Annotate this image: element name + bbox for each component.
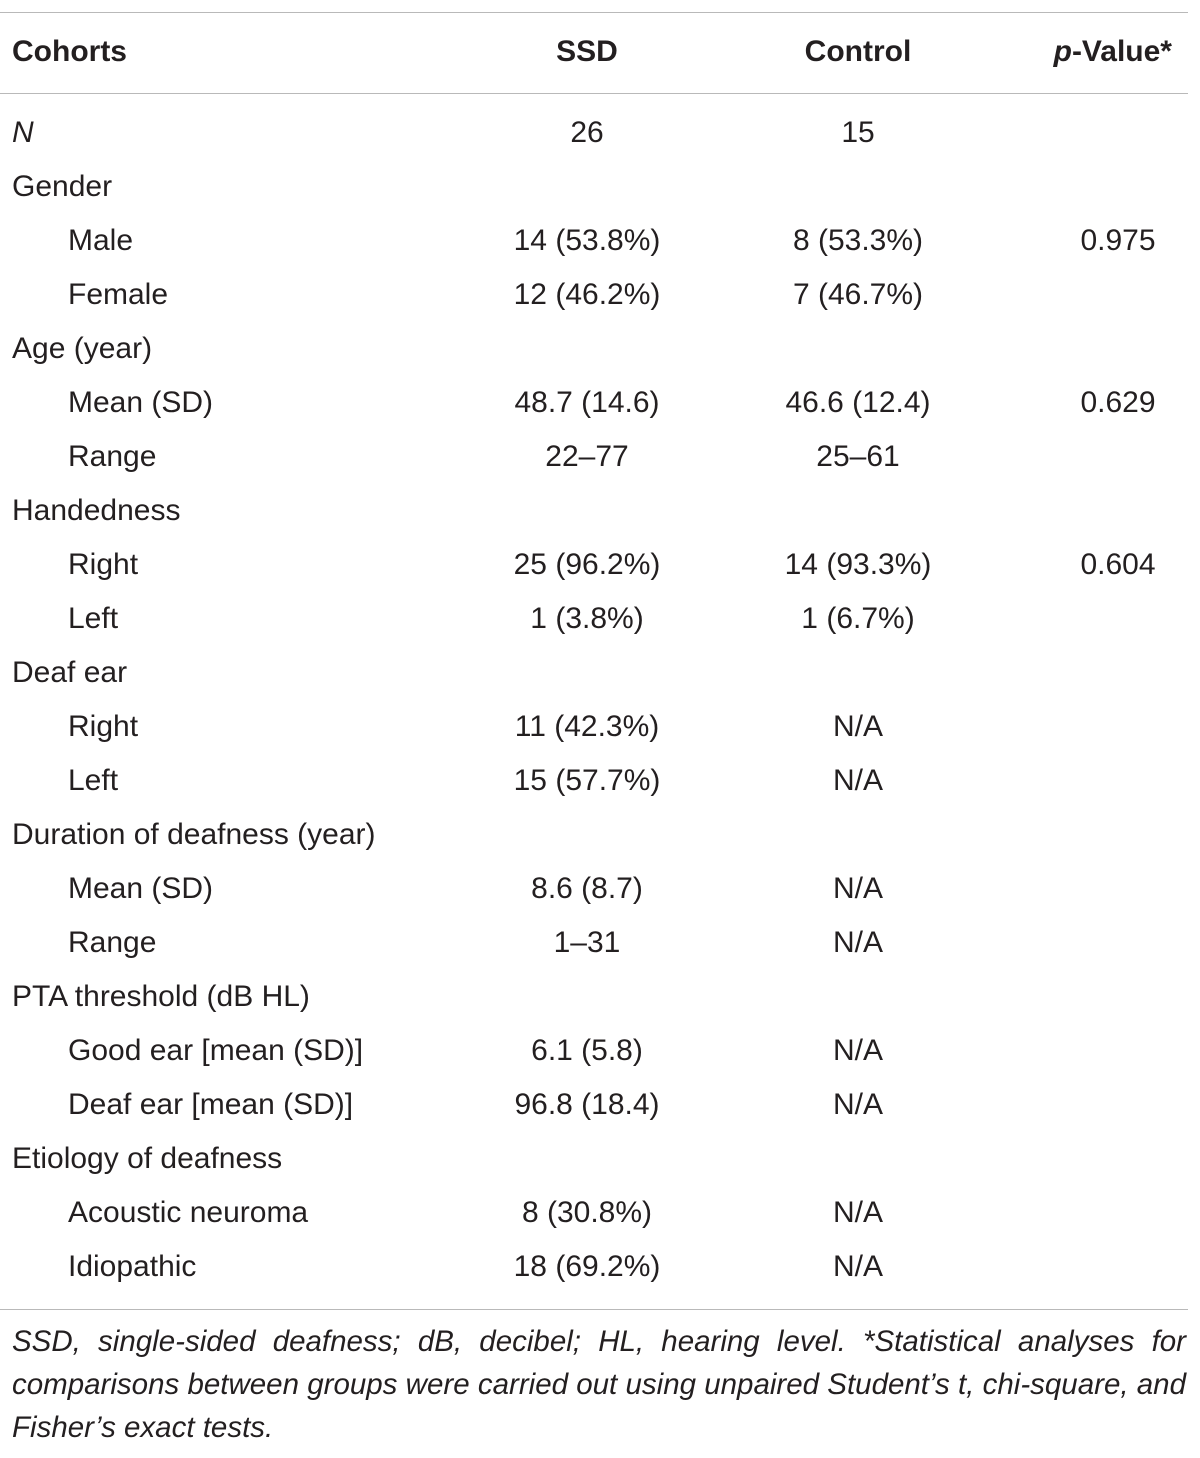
cell-value: 1 (3.8%) [530,602,644,635]
cell-value: 1 (6.7%) [801,602,915,635]
cell-value: 25 (96.2%) [513,548,661,581]
cell-value: 14 (93.3%) [784,548,932,581]
cell-value: 25–61 [816,440,900,473]
top-rule [0,12,1188,13]
cell-value: N/A [832,710,884,743]
cell-value: 96.8 (18.4) [514,1088,660,1121]
sub-row-label: Idiopathic [68,1250,197,1283]
cell-value: 48.7 (14.6) [514,386,660,419]
sub-row-label: Left [68,764,119,797]
sub-row-label: Acoustic neuroma [68,1196,309,1229]
cell-value: N/A [832,1250,884,1283]
sub-row-label: Male [68,224,134,257]
column-header: p-Value* [1054,25,1172,79]
header-rule [0,93,1188,94]
p-value-header-text: p-Value* [1053,35,1172,68]
cell-value: 14 (53.8%) [513,224,661,257]
sub-row-label: Mean (SD) [68,386,214,419]
sub-row-label: Right [68,548,139,581]
cell-value: N/A [832,764,884,797]
cell-value: 1–31 [553,926,621,959]
cell-value: N/A [832,872,884,905]
sub-row-label: Range [68,440,157,473]
cell-value: 0.604 [1080,548,1156,581]
sub-row-label: Good ear [mean (SD)] [68,1034,364,1067]
column-header: SSD [556,35,618,68]
sub-row-label: Deaf ear [mean (SD)] [68,1088,354,1121]
row-label: Duration of deafness (year) [12,818,376,851]
sub-row-label: Female [68,278,169,311]
cell-value: 12 (46.2%) [513,278,661,311]
row-label: Age (year) [12,332,153,365]
cell-value: 8.6 (8.7) [531,872,643,905]
cell-value: 18 (69.2%) [513,1250,661,1283]
row-label: Handedness [12,494,181,527]
cell-value: 46.6 (12.4) [785,386,931,419]
cell-value: 0.975 [1080,224,1156,257]
row-label: Gender [12,170,113,203]
cell-value: 8 (53.3%) [792,224,924,257]
row-label: N [12,116,34,149]
cell-value: 26 [570,116,604,149]
footnote: SSD, single-sided deafness; dB, decibel;… [12,1325,1186,1444]
cell-value: N/A [832,1034,884,1067]
cell-value: 15 (57.7%) [513,764,661,797]
cell-value: 7 (46.7%) [792,278,924,311]
cell-value: 22–77 [545,440,629,473]
column-header: Cohorts [12,35,127,68]
cell-value: N/A [832,1196,884,1229]
cell-value: N/A [832,1088,884,1121]
cell-value: 15 [841,116,875,149]
column-header: Control [804,35,912,68]
sub-row-label: Left [68,602,119,635]
bottom-rule [0,1309,1188,1310]
cell-value: 11 (42.3%) [514,710,660,743]
row-label: Etiology of deafness [12,1142,283,1175]
sub-row-label: Range [68,926,157,959]
cell-value: 8 (30.8%) [521,1196,653,1229]
row-label: PTA threshold (dB HL) [12,980,310,1013]
row-label: Deaf ear [12,656,128,689]
cell-value: N/A [832,926,884,959]
cell-value: 0.629 [1080,386,1156,419]
sub-row-label: Right [68,710,139,743]
cell-value: 6.1 (5.8) [531,1034,643,1067]
sub-row-label: Mean (SD) [68,872,214,905]
